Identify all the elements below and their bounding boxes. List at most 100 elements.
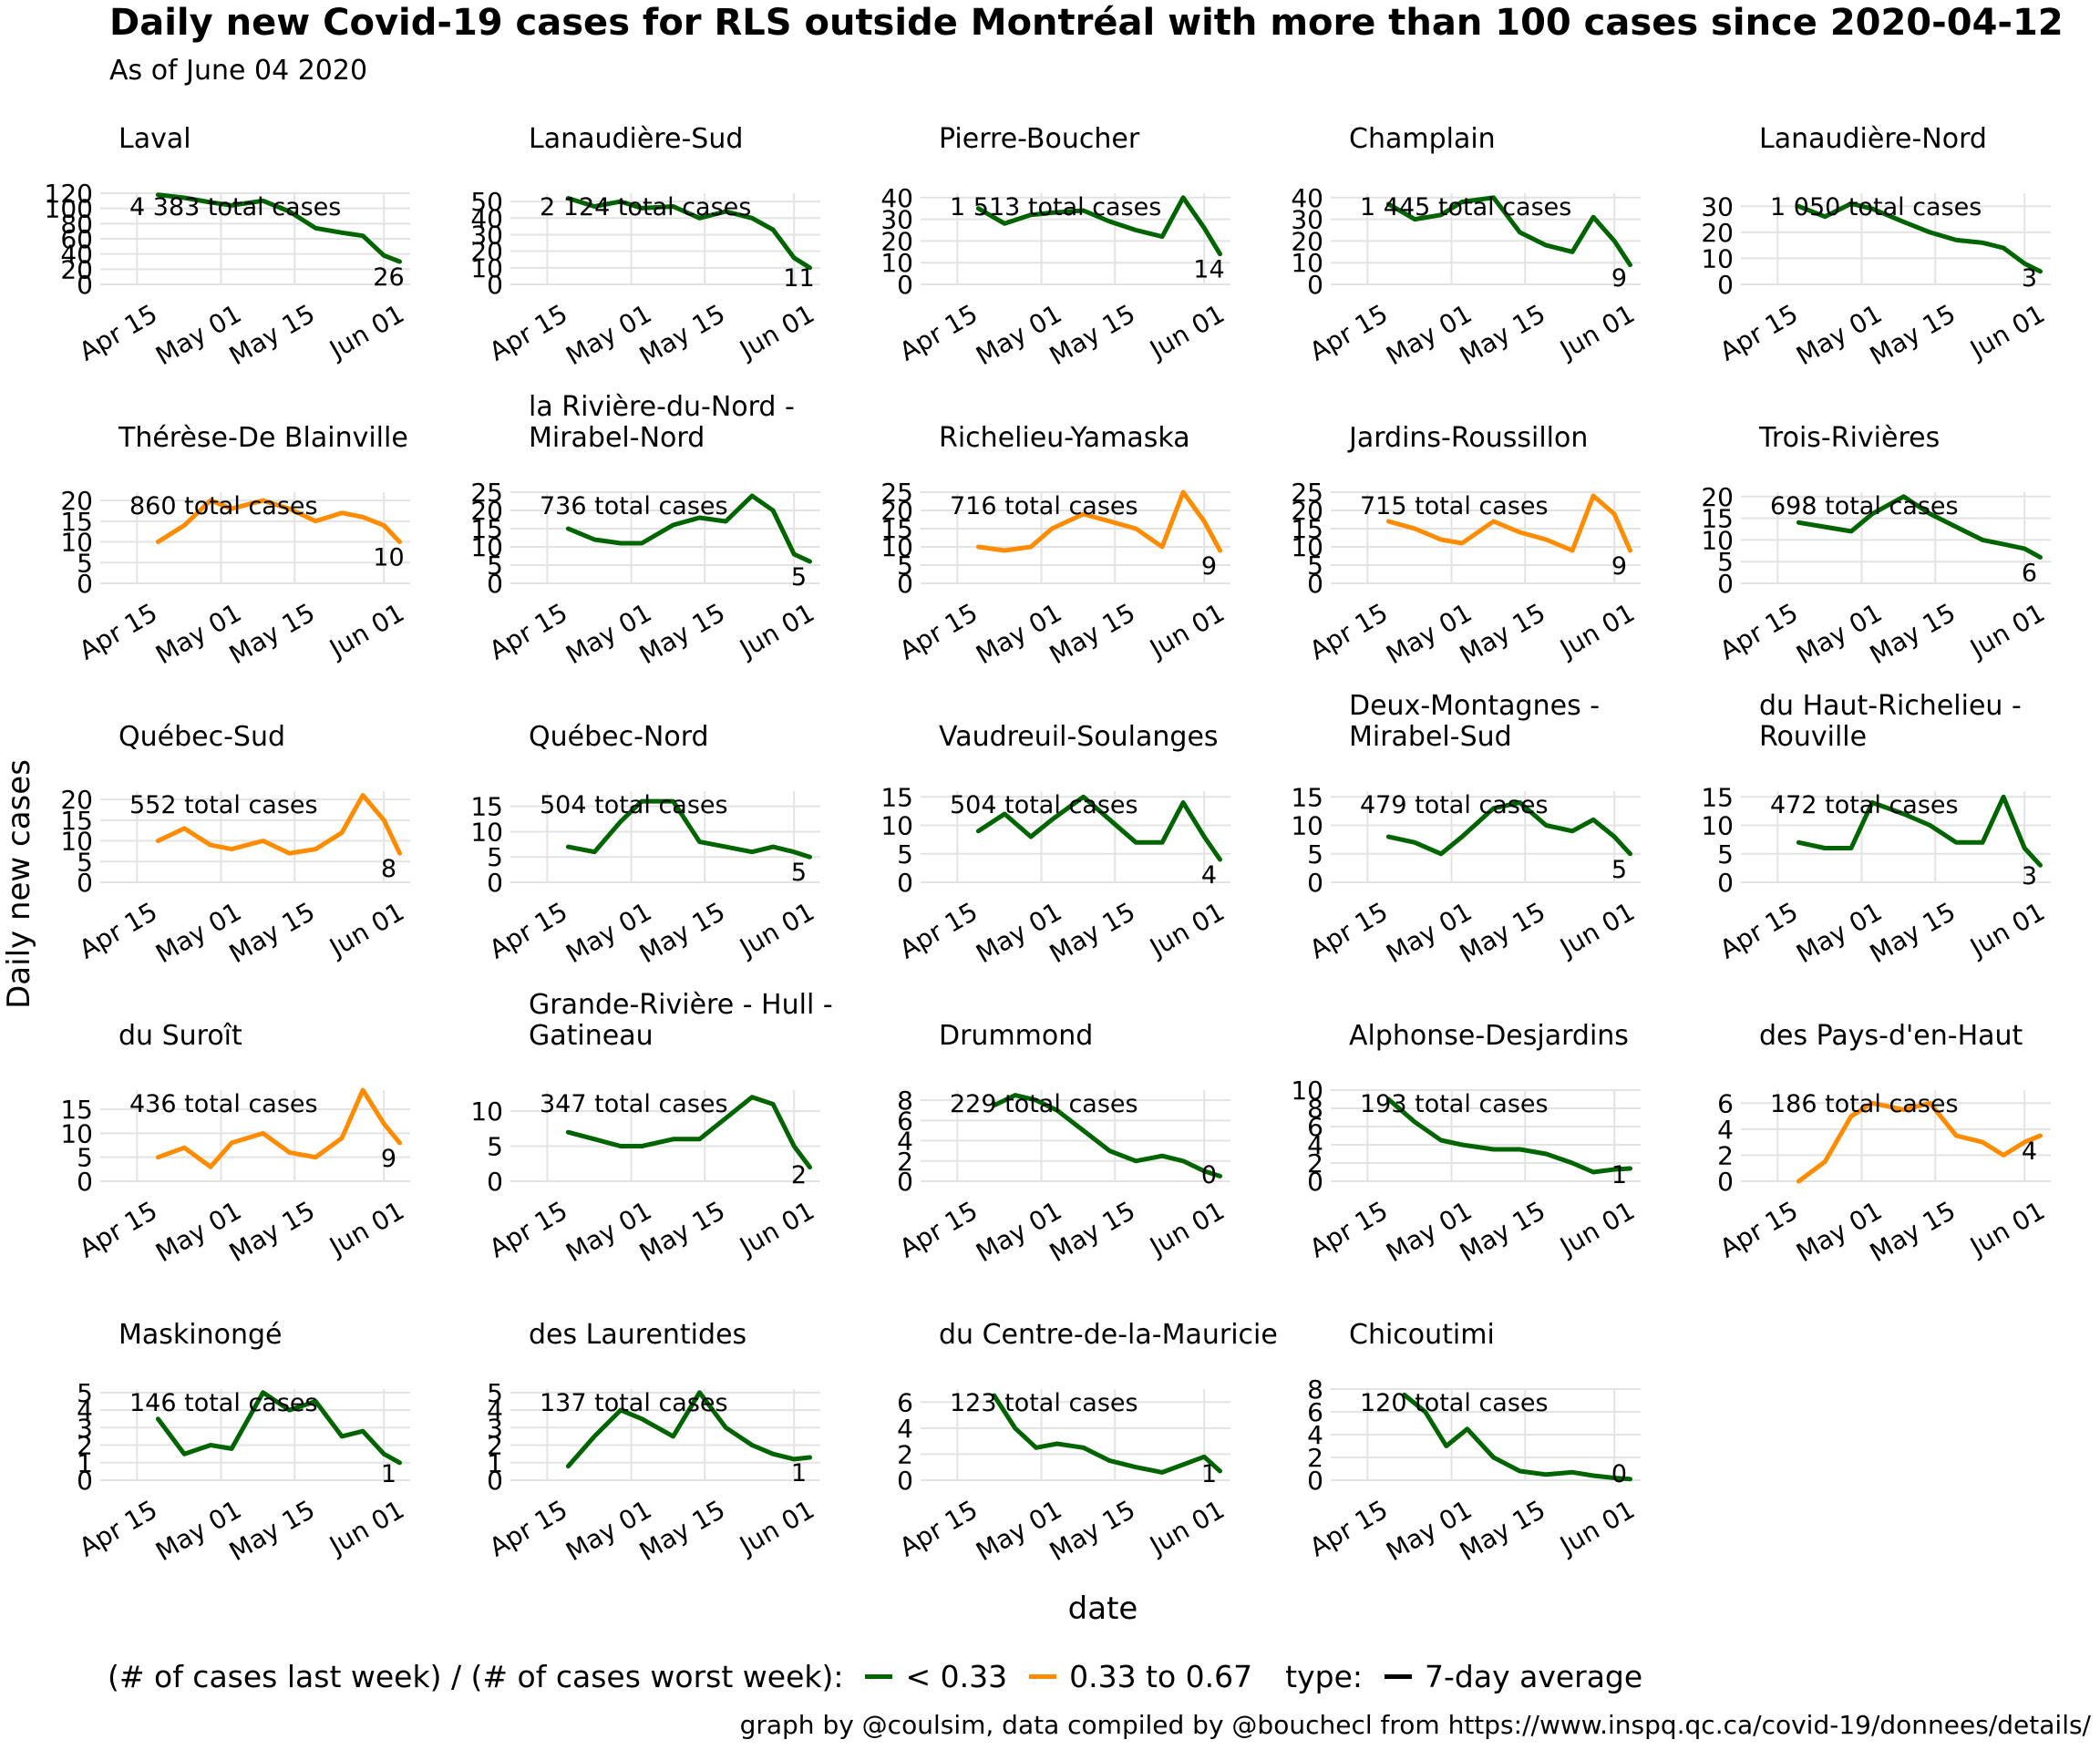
x-tick-label: Apr 15 (894, 1494, 983, 1562)
series-line (992, 1093, 1222, 1179)
last-value-label: 1 (1611, 1161, 1627, 1189)
y-tick-label: 4 (897, 1127, 913, 1157)
x-tick-label: May 15 (1865, 896, 1961, 969)
x-tick-label: Jun 01 (733, 298, 819, 365)
x-tick-label: Apr 15 (74, 298, 162, 366)
y-tick-label: 30 (470, 220, 503, 250)
y-tick-label: 10 (880, 248, 913, 278)
y-tick-label: 10 (60, 528, 93, 558)
last-value-label: 26 (373, 263, 404, 292)
y-tick-label: 0 (897, 270, 913, 300)
y-tick-label: 30 (1291, 205, 1323, 235)
x-tick-label: May 15 (634, 896, 730, 969)
y-tick-label: 8 (897, 1086, 913, 1116)
y-tick-label: 120 (45, 179, 93, 209)
x-tick-label: May 15 (224, 896, 320, 969)
y-tick-label: 10 (1291, 532, 1323, 562)
facet-title: Pierre-Boucher (939, 123, 1140, 155)
series-line (1385, 800, 1632, 857)
total-cases-label: 2 124 total cases (540, 193, 751, 221)
x-tick-label: May 15 (1455, 896, 1550, 969)
y-tick-label: 15 (1701, 782, 1734, 812)
last-value-label: 4 (1201, 861, 1217, 890)
series-line (155, 498, 402, 544)
total-cases-label: 736 total cases (540, 492, 728, 520)
y-tick-label: 6 (897, 1387, 913, 1417)
y-tick-label: 10 (1701, 243, 1734, 273)
y-tick-label: 40 (880, 183, 913, 213)
total-cases-label: 123 total cases (950, 1389, 1138, 1417)
y-tick-label: 4 (487, 1395, 503, 1426)
x-axis-label: date (1068, 1590, 1138, 1627)
y-tick-label: 25 (470, 478, 503, 508)
facet-title: des Laurentides (529, 1319, 746, 1351)
y-tick-label: 20 (60, 254, 93, 284)
x-tick-label: Apr 15 (484, 1494, 572, 1562)
y-tick-label: 5 (1717, 547, 1734, 577)
x-tick-label: Jun 01 (733, 597, 819, 664)
y-tick-label: 15 (1701, 504, 1734, 534)
y-tick-label: 5 (77, 1378, 93, 1408)
y-tick-label: 40 (470, 203, 503, 233)
y-tick-label: 40 (60, 240, 93, 270)
last-value-label: 9 (1611, 552, 1627, 581)
last-value-label: 9 (381, 1145, 396, 1173)
chart-title: Daily new Covid-19 cases for RLS outside… (109, 2, 2064, 44)
y-tick-label: 15 (470, 514, 503, 544)
y-tick-label: 50 (470, 187, 503, 217)
legend-key-green (865, 1674, 893, 1679)
legend-item-average: 7-day average (1425, 1659, 1643, 1694)
x-tick-label: Jun 01 (1963, 298, 2050, 365)
x-tick-label: Apr 15 (74, 896, 162, 964)
x-tick-label: Jun 01 (1553, 896, 1640, 963)
series-line (1796, 794, 2043, 868)
last-value-label: 0 (1201, 1161, 1217, 1189)
facet-title: des Pays-d'en-Haut (1759, 1020, 2023, 1052)
y-tick-label: 3 (77, 1413, 93, 1443)
y-tick-label: 6 (1307, 1112, 1323, 1142)
x-tick-label: Apr 15 (894, 597, 983, 665)
total-cases-label: 186 total cases (1770, 1090, 1959, 1118)
last-value-label: 5 (791, 859, 807, 887)
y-tick-label: 20 (1701, 482, 1734, 512)
x-tick-label: Apr 15 (1714, 896, 1803, 964)
y-tick-label: 2 (77, 1431, 93, 1461)
series-line (992, 1393, 1222, 1475)
y-tick-label: 2 (897, 1439, 913, 1469)
facet-title: Jardins-Roussillon (1347, 422, 1588, 454)
legend: (# of cases last week) / (# of cases wor… (108, 1659, 1642, 1694)
series-line (1796, 201, 2043, 274)
x-tick-label: May 15 (634, 298, 730, 371)
y-tick-label: 5 (1307, 839, 1323, 870)
series-line (975, 794, 1222, 862)
total-cases-label: 229 total cases (950, 1090, 1138, 1118)
total-cases-label: 4 383 total cases (129, 193, 341, 221)
x-tick-label: Apr 15 (1714, 298, 1803, 366)
y-tick-label: 0 (487, 1167, 503, 1197)
y-tick-label: 5 (77, 1143, 93, 1173)
x-tick-label: Jun 01 (1553, 1195, 1640, 1262)
x-tick-label: May 15 (1865, 298, 1961, 371)
y-tick-label: 15 (60, 507, 93, 537)
y-tick-label: 8 (1307, 1094, 1323, 1124)
y-tick-label: 10 (1291, 811, 1323, 841)
y-tick-label: 6 (1717, 1088, 1734, 1118)
y-tick-label: 2 (897, 1147, 913, 1177)
y-tick-label: 0 (897, 1167, 913, 1197)
last-value-label: 4 (2022, 1138, 2037, 1166)
y-tick-label: 0 (1717, 270, 1734, 300)
facet-title: Richelieu-Yamaska (939, 422, 1190, 454)
y-tick-label: 0 (77, 569, 93, 599)
last-value-label: 6 (2022, 559, 2037, 587)
y-tick-label: 15 (1291, 514, 1323, 544)
facet-title: la Rivière-du-Nord -Mirabel-Nord (529, 391, 795, 454)
series-line (975, 489, 1222, 553)
y-tick-label: 0 (77, 1167, 93, 1197)
series-line (155, 1087, 402, 1169)
